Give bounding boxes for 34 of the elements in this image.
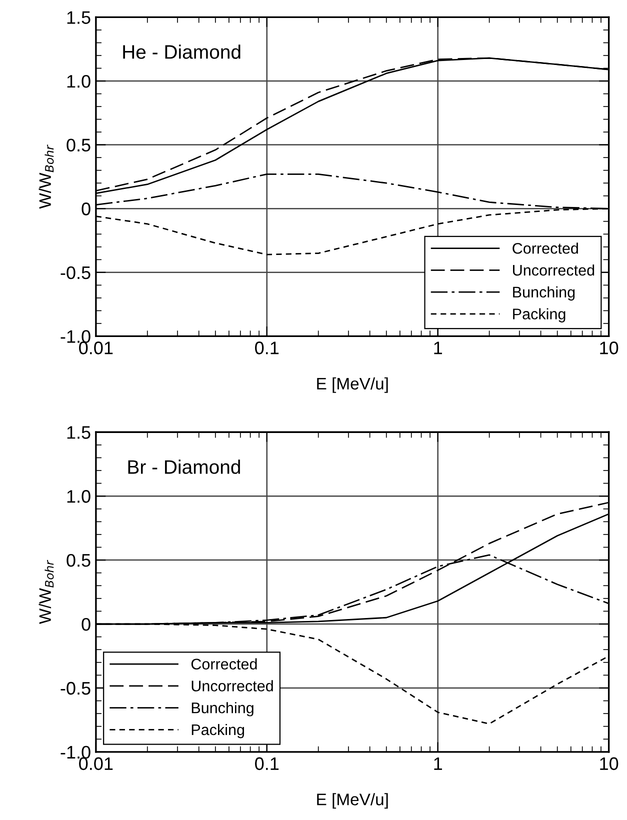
y-tick-label: -0.5 — [60, 266, 90, 280]
x-tick-label: 1 — [434, 757, 442, 770]
x-tick-label: 10 — [600, 757, 618, 770]
x-axis-title: E [MeV/u] — [317, 377, 388, 393]
legend-label: Bunching — [513, 286, 575, 301]
y-tick-label: -1.0 — [60, 330, 90, 343]
legend-label: Uncorrected — [513, 264, 594, 276]
y-tick-label: 0 — [82, 618, 90, 631]
x-tick-label: 0.1 — [255, 342, 279, 354]
x-tick-label: 0.1 — [255, 757, 279, 770]
y-tick-label: 1.5 — [67, 11, 90, 24]
legend-label: Packing — [513, 308, 566, 322]
legend-label: Bunching — [192, 702, 254, 716]
y-tick-label: 1.5 — [67, 426, 90, 439]
legend-label: Packing — [192, 724, 244, 738]
annotation: Br - Diamond — [128, 460, 240, 474]
y-tick-label: -1.0 — [60, 746, 90, 759]
y-tick-label: 1.0 — [67, 490, 90, 503]
y-tick-label: 0.5 — [66, 554, 90, 567]
y-tick-label: 1.0 — [67, 74, 90, 88]
x-tick-label: 1 — [434, 342, 442, 354]
x-axis-title: E [MeV/u] — [317, 793, 388, 809]
legend-label: Corrected — [512, 242, 578, 254]
y-tick-label: -0.5 — [60, 682, 90, 695]
y-axis-title: W/W$_{Bohr}$ — [38, 144, 54, 209]
x-tick-label: 10 — [600, 342, 618, 354]
x-tick-label: 0.01 — [79, 342, 113, 354]
y-tick-label: 0.5 — [66, 138, 90, 152]
annotation: He - Diamond — [123, 44, 240, 59]
legend-label: Uncorrected — [192, 680, 273, 692]
x-tick-label: 0.01 — [79, 757, 113, 770]
y-axis-title: W/W$_{Bohr}$ — [38, 560, 54, 624]
y-tick-label: 0 — [82, 202, 90, 216]
legend-label: Corrected — [191, 658, 257, 670]
